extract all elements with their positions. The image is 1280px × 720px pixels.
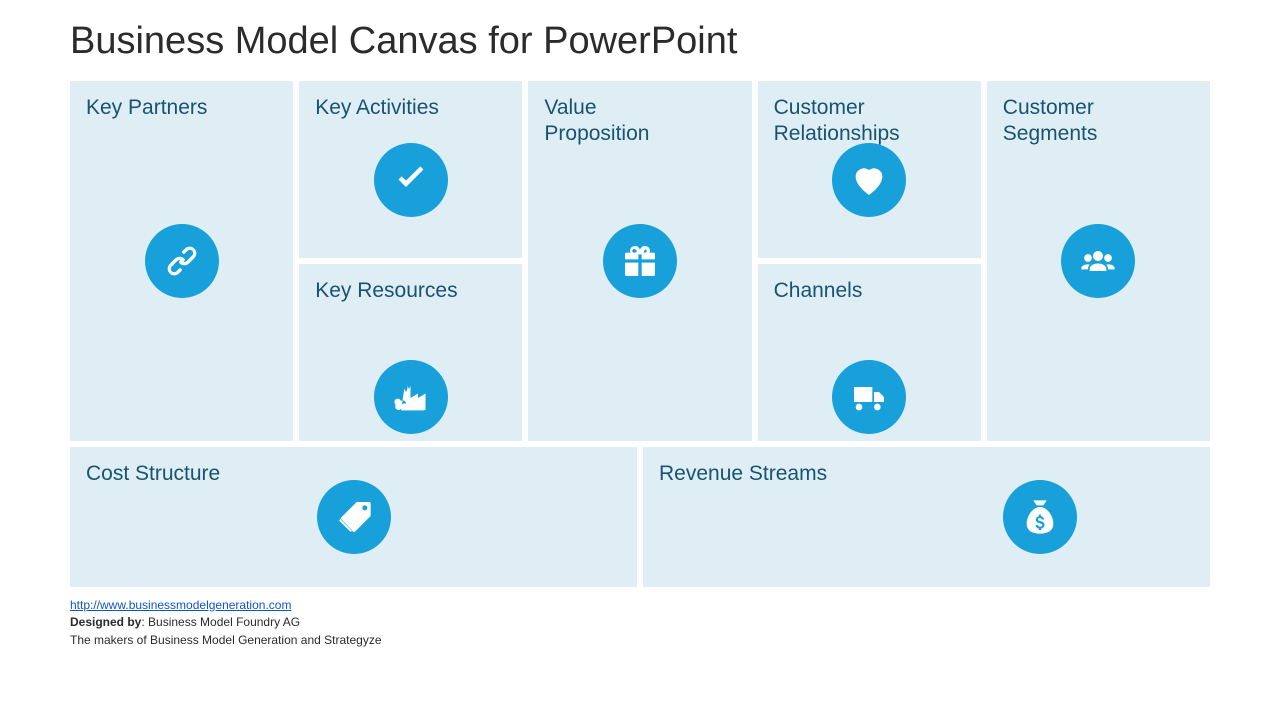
box-customer-relationships: Customer Relationships bbox=[758, 81, 981, 258]
label-revenue-streams: Revenue Streams bbox=[659, 461, 1194, 487]
label-value-proposition: Value Proposition bbox=[544, 95, 694, 148]
box-customer-segments: Customer Segments bbox=[987, 81, 1210, 441]
box-revenue-streams: Revenue Streams bbox=[643, 447, 1210, 587]
tag-icon bbox=[317, 480, 391, 554]
footer-designed-by-label: Designed by bbox=[70, 615, 141, 629]
label-key-activities: Key Activities bbox=[315, 95, 465, 121]
label-customer-segments: Customer Segments bbox=[1003, 95, 1153, 148]
moneybag-icon bbox=[1003, 480, 1077, 554]
box-cost-structure: Cost Structure bbox=[70, 447, 637, 587]
label-key-partners: Key Partners bbox=[86, 95, 236, 121]
box-key-partners: Key Partners bbox=[70, 81, 293, 441]
business-model-canvas: Key Partners Key Activities Key Resource… bbox=[70, 81, 1210, 587]
box-value-proposition: Value Proposition bbox=[528, 81, 751, 441]
page-title: Business Model Canvas for PowerPoint bbox=[70, 20, 1210, 63]
label-key-resources: Key Resources bbox=[315, 278, 465, 304]
footer: http://www.businessmodelgeneration.com D… bbox=[70, 597, 1210, 649]
box-channels: Channels bbox=[758, 264, 981, 441]
label-channels: Channels bbox=[774, 278, 924, 304]
label-customer-relationships: Customer Relationships bbox=[774, 95, 924, 148]
factory-icon bbox=[374, 360, 448, 434]
footer-link[interactable]: http://www.businessmodelgeneration.com bbox=[70, 598, 291, 612]
check-icon bbox=[374, 143, 448, 217]
link-icon bbox=[145, 224, 219, 298]
gift-icon bbox=[603, 224, 677, 298]
footer-designed-by-value: : Business Model Foundry AG bbox=[141, 615, 300, 629]
users-icon bbox=[1061, 224, 1135, 298]
heart-icon bbox=[832, 143, 906, 217]
box-key-activities: Key Activities bbox=[299, 81, 522, 258]
footer-tagline: The makers of Business Model Generation … bbox=[70, 633, 382, 647]
box-key-resources: Key Resources bbox=[299, 264, 522, 441]
truck-icon bbox=[832, 360, 906, 434]
